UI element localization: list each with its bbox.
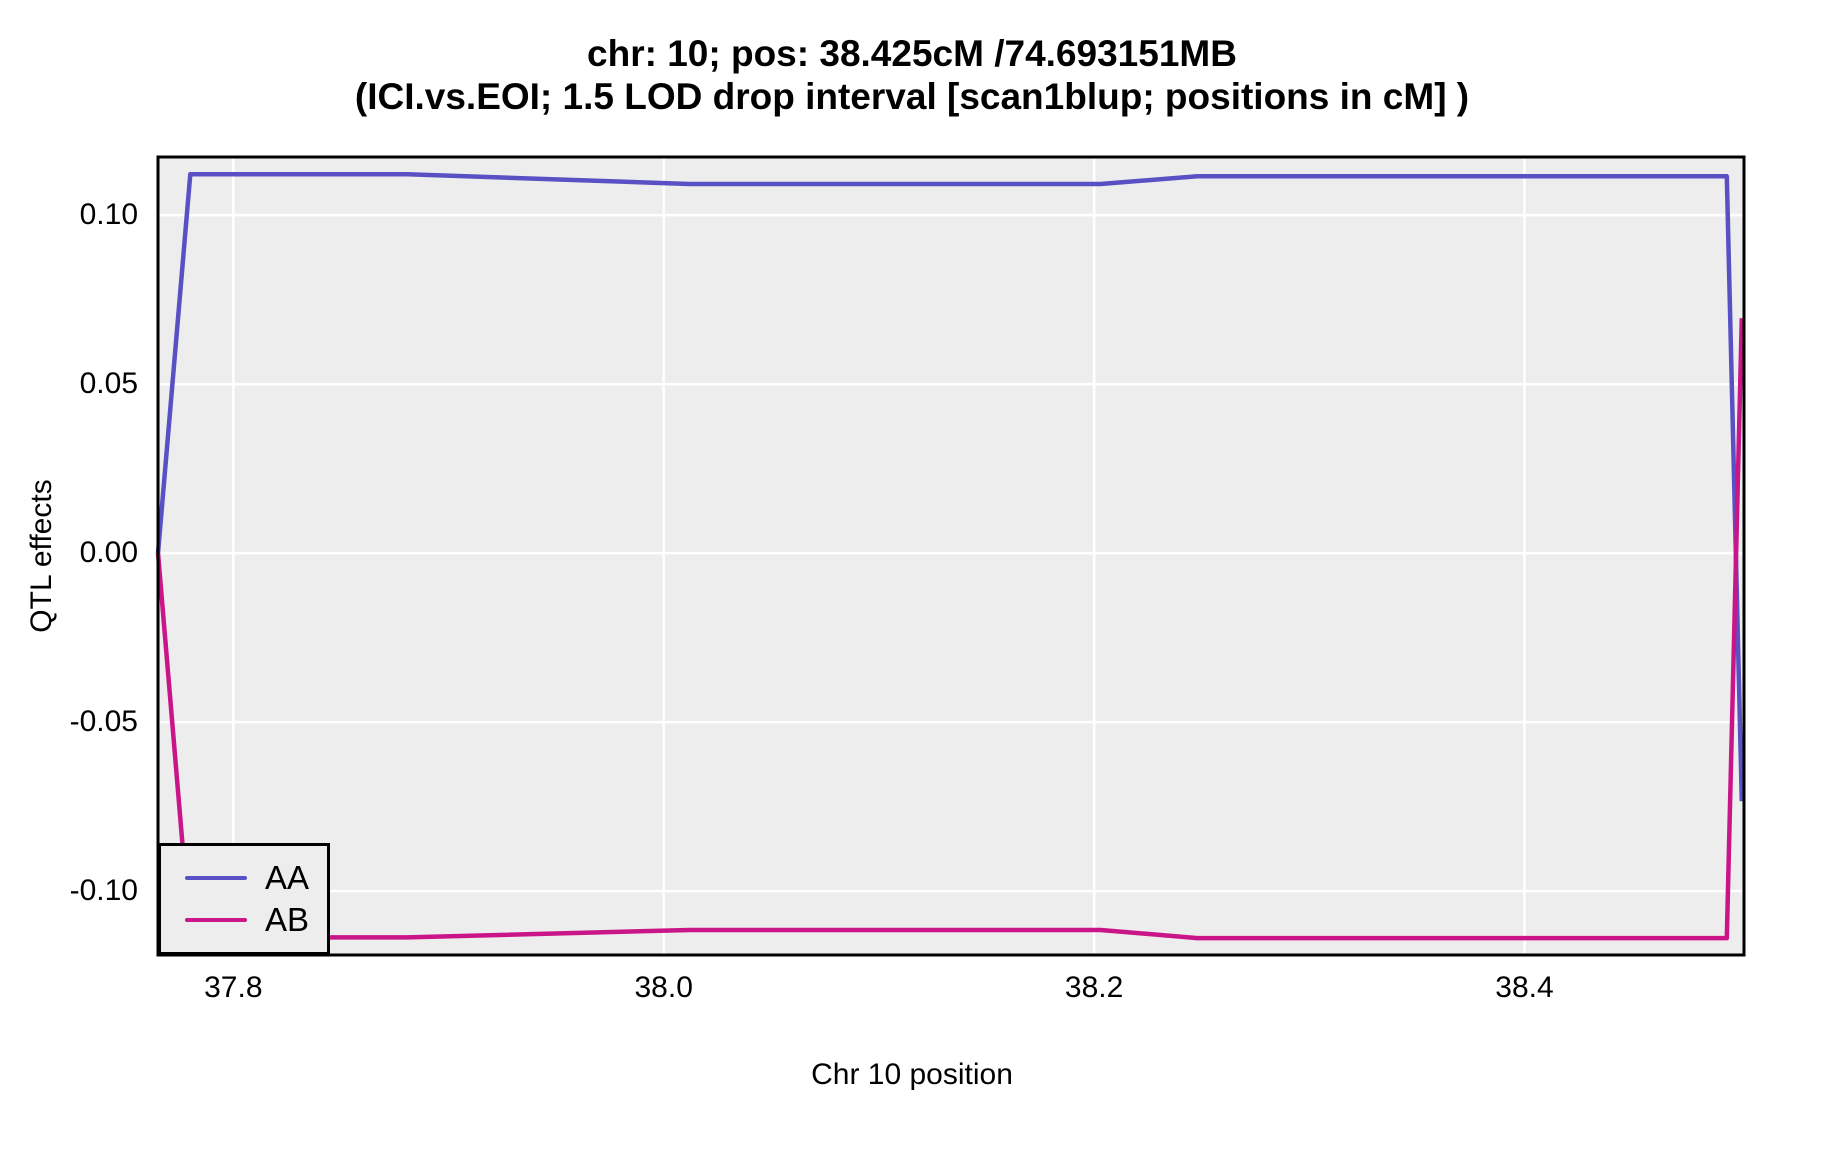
series-line-aa (155, 171, 1745, 802)
y-tick-label: -0.10 (69, 874, 138, 908)
y-tick-label: -0.05 (69, 705, 138, 739)
x-axis-title: Chr 10 position (811, 1058, 1013, 1091)
panel-background (158, 157, 1744, 955)
legend-line-sample-aa (185, 876, 247, 880)
x-tick-label: 38.0 (634, 971, 693, 1004)
chart-subtitle: (ICI.vs.EOI; 1.5 LOD drop interval [scan… (354, 76, 1470, 117)
y-tick-label: 0.10 (79, 198, 138, 232)
legend-item-ab: AB (185, 902, 327, 938)
legend: AA AB (158, 843, 330, 955)
y-tick-label: 0.05 (79, 367, 138, 401)
chart-title: chr: 10; pos: 38.425cM /74.693151MB (587, 33, 1237, 74)
x-tick-label: 38.2 (1064, 971, 1124, 1004)
legend-label-ab: AB (265, 901, 310, 938)
panel-border (156, 155, 1746, 957)
y-tick-label: 0.00 (79, 536, 138, 570)
x-tick-label: 38.4 (1495, 971, 1554, 1004)
legend-item-aa: AA (185, 860, 327, 896)
legend-label-aa: AA (265, 859, 310, 896)
x-tick-label: 37.8 (204, 971, 263, 1004)
legend-line-sample-ab (185, 918, 247, 922)
